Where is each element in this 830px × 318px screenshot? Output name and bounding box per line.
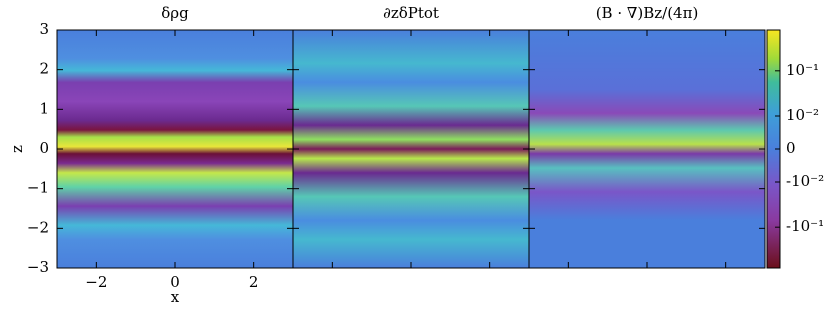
colorbar-tick-label: 10⁻²: [786, 106, 819, 124]
y-tick-label: 1: [39, 99, 49, 117]
y-tick-label: −3: [27, 258, 49, 276]
y-tick-label: 0: [39, 139, 49, 157]
y-tick-label: 3: [39, 20, 49, 38]
x-tick-label: −2: [85, 273, 107, 291]
panel-title: (B · ∇)Bz/(4π): [596, 4, 699, 22]
heatmap-field: [529, 30, 765, 268]
y-axis-label: z: [8, 145, 26, 153]
x-tick-label: 2: [249, 273, 259, 291]
colorbar-tick-label: 0: [786, 139, 796, 157]
y-tick-label: −2: [27, 218, 49, 236]
panel-title: ∂zδPtot: [383, 4, 439, 22]
x-axis-label: x: [171, 288, 180, 306]
panel-title: δρg: [161, 4, 189, 22]
colorbar-tick-label: 10⁻¹: [786, 61, 819, 79]
y-tick-label: −1: [27, 179, 49, 197]
heatmap-field: [57, 30, 293, 268]
y-tick-label: 2: [39, 60, 49, 78]
x-tick-label: 0: [170, 273, 180, 291]
colorbar-tick-label: -10⁻¹: [786, 217, 824, 235]
heatmap-field: [293, 30, 529, 268]
colorbar-tick-label: -10⁻²: [786, 172, 824, 190]
